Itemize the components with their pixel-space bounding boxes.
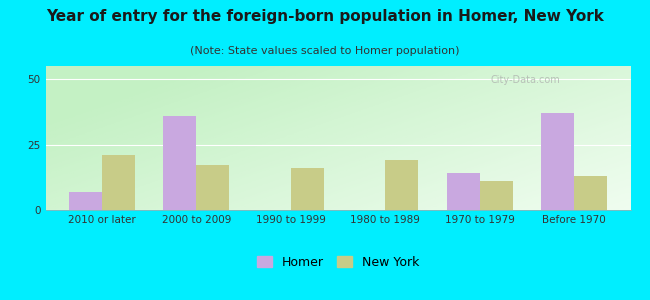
Bar (69, 192, 102, 210)
Bar (196, 166, 229, 210)
Bar (102, 155, 135, 210)
Bar (163, 116, 196, 210)
Text: (Note: State values scaled to Homer population): (Note: State values scaled to Homer popu… (190, 46, 460, 56)
Bar (447, 173, 480, 210)
Bar (574, 176, 607, 210)
Bar (541, 113, 574, 210)
Legend: Homer, New York: Homer, New York (257, 256, 419, 268)
Bar (385, 160, 418, 210)
Text: City-Data.com: City-Data.com (490, 75, 560, 85)
Text: Year of entry for the foreign-born population in Homer, New York: Year of entry for the foreign-born popul… (46, 9, 604, 24)
Bar (291, 168, 324, 210)
Bar (480, 181, 513, 210)
